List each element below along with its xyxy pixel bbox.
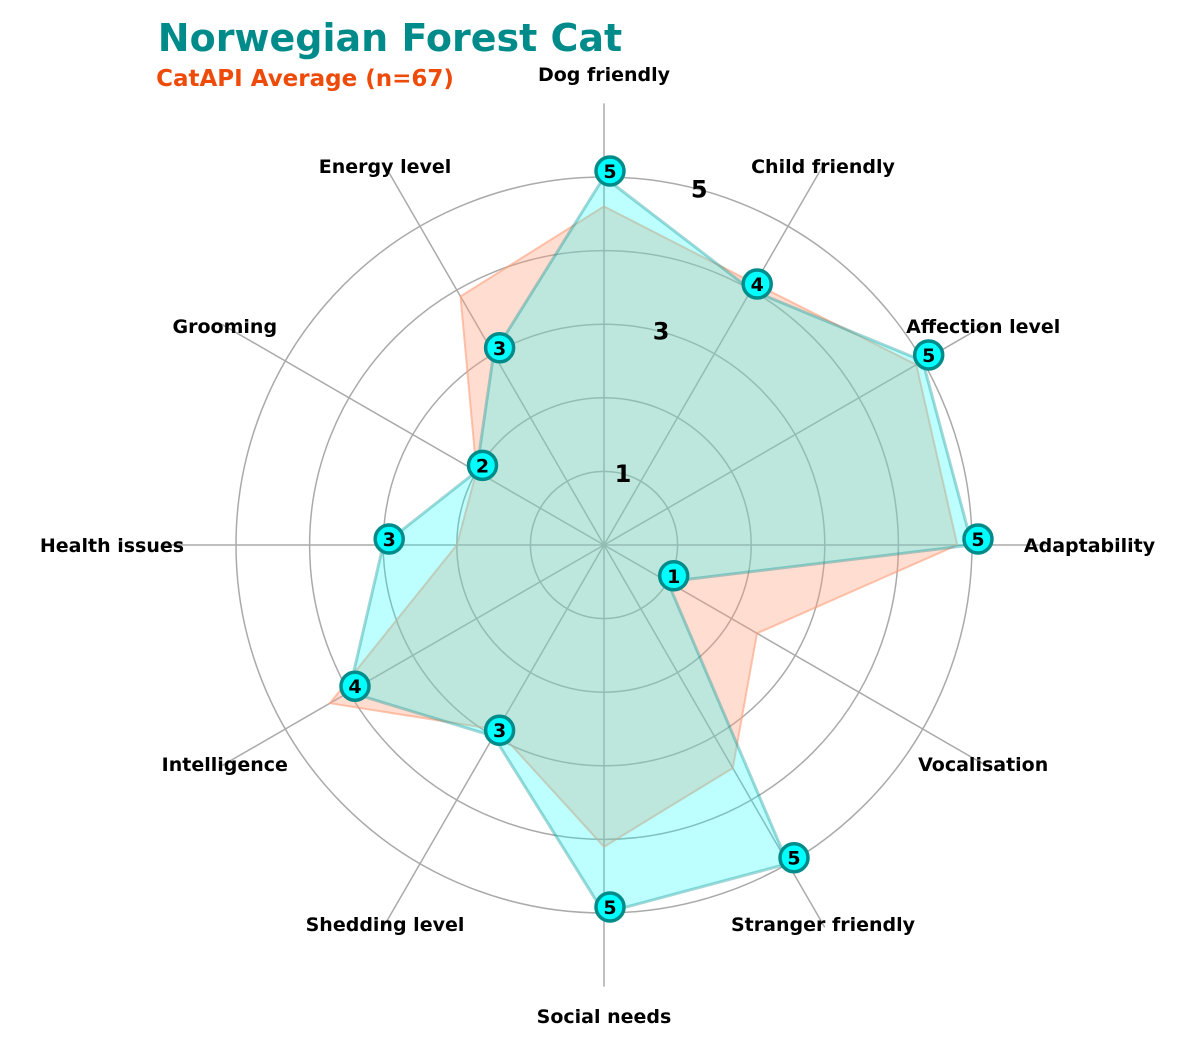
breed-markers: 5 5 4 5 3 2 3 4 3 5 5 1 xyxy=(339,155,994,923)
axis-label-vocalisation: Vocalisation xyxy=(918,754,1048,776)
marker-shedding-level: 3 xyxy=(483,714,516,746)
marker-adaptability: 5 xyxy=(962,523,994,555)
marker-social-needs: 5 xyxy=(594,891,626,923)
marker-stranger-friendly: 5 xyxy=(778,841,810,874)
marker-value-shedding-level: 3 xyxy=(493,720,506,742)
axis-label-grooming: Grooming xyxy=(173,316,278,338)
marker-value-grooming: 2 xyxy=(476,455,489,477)
marker-dot-shedding-level xyxy=(483,714,516,746)
marker-dot-affection-level xyxy=(912,339,945,371)
marker-dot-energy-level xyxy=(483,332,516,364)
axis-label-affection-level: Affection level xyxy=(906,316,1060,338)
axis-label-energy-level: Energy level xyxy=(319,156,452,178)
marker-child-friendly: 4 xyxy=(741,268,773,300)
marker-energy-level: 3 xyxy=(483,332,516,364)
marker-value-energy-level: 3 xyxy=(493,338,506,360)
breed-polygon xyxy=(347,174,974,915)
axis-label-adaptability: Adaptability xyxy=(1024,535,1156,557)
marker-dot-adaptability xyxy=(962,523,994,555)
axis-label-stranger-friendly: Stranger friendly xyxy=(731,914,916,936)
marker-dot-stranger-friendly xyxy=(778,841,810,874)
chart-title: Norwegian Forest Cat xyxy=(158,16,622,60)
marker-value-vocalisation: 1 xyxy=(667,566,680,588)
marker-dot-child-friendly xyxy=(741,268,773,300)
chart-subtitle: CatAPI Average (n=67) xyxy=(156,66,454,92)
spoke-8 xyxy=(221,544,605,767)
marker-dot-dog-friendly xyxy=(594,155,626,187)
axis-label-health-issues: Health issues xyxy=(40,535,184,557)
marker-value-social-needs: 5 xyxy=(603,897,616,919)
axis-label-intelligence: Intelligence xyxy=(162,754,288,776)
marker-value-dog-friendly: 5 xyxy=(603,161,616,183)
marker-dot-vocalisation xyxy=(657,560,690,592)
marker-vocalisation: 1 xyxy=(657,560,690,592)
marker-value-affection-level: 5 xyxy=(922,345,935,367)
breed-series xyxy=(347,174,974,915)
marker-value-intelligence: 4 xyxy=(348,676,361,698)
tick-label-1: 1 xyxy=(615,460,632,488)
axis-label-dog-friendly: Dog friendly xyxy=(538,64,671,86)
axis-label-child-friendly: Child friendly xyxy=(751,156,895,178)
spoke-3 xyxy=(603,162,826,546)
marker-value-stranger-friendly: 5 xyxy=(787,848,800,870)
marker-dot-grooming xyxy=(466,449,499,482)
marker-value-adaptability: 5 xyxy=(971,529,984,551)
marker-health-issues: 3 xyxy=(373,523,405,555)
marker-dot-intelligence xyxy=(339,670,371,702)
marker-grooming: 2 xyxy=(466,449,499,482)
marker-value-child-friendly: 4 xyxy=(751,274,764,296)
axis-label-social-needs: Social needs xyxy=(537,1006,672,1028)
marker-dot-health-issues xyxy=(373,523,405,555)
axis-labels: Adaptability Affection level Child friendl… xyxy=(40,64,1156,1028)
marker-intelligence: 4 xyxy=(339,670,371,702)
marker-dog-friendly: 5 xyxy=(594,155,626,187)
marker-affection-level: 5 xyxy=(912,339,945,371)
marker-value-health-issues: 3 xyxy=(383,529,396,551)
radial-tick-labels: 1 3 5 xyxy=(615,176,708,488)
marker-dot-social-needs xyxy=(594,891,626,923)
tick-label-3: 3 xyxy=(653,318,670,346)
tick-label-5: 5 xyxy=(691,176,708,204)
spoke-6 xyxy=(221,323,605,546)
axis-label-shedding-level: Shedding level xyxy=(306,914,465,936)
